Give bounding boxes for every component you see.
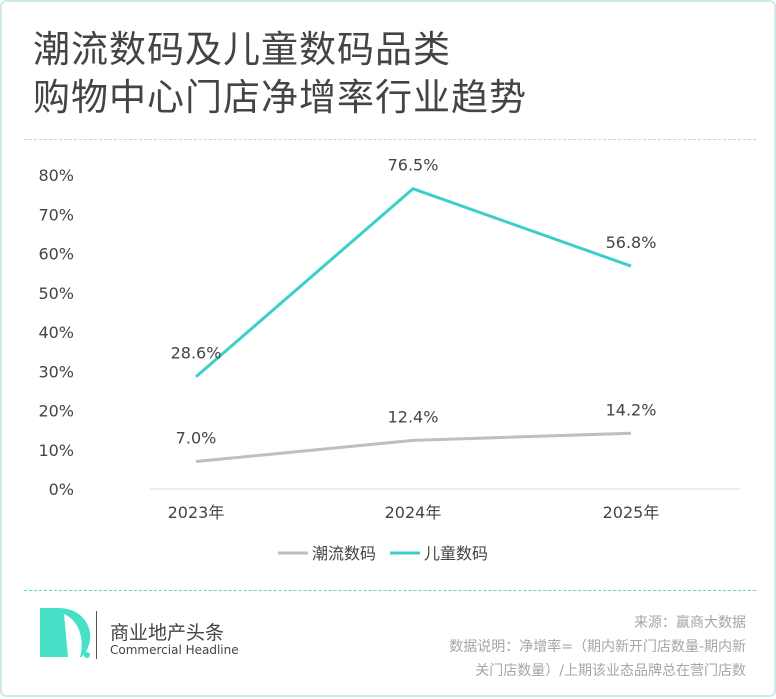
legend-label: 潮流数码 (312, 544, 376, 563)
divider (24, 139, 756, 140)
series-line-1 (195, 431, 632, 464)
x-tick-label: 2025年 (603, 503, 660, 522)
brand-logo (38, 608, 91, 658)
data-label: 12.4% (388, 407, 439, 426)
y-tick-label: 40% (38, 323, 74, 342)
y-tick-label: 60% (38, 245, 74, 264)
y-tick-label: 20% (38, 402, 74, 421)
legend-label: 儿童数码 (424, 544, 488, 563)
brand-divider (96, 611, 97, 659)
line-chart: 0% 10% 20% 30% 40% 50% 60% 70% 80% 2023年 2024年 2025… (38, 156, 740, 563)
note-line-2: 关门店数量）/上期该业态品牌总在营门店数 (475, 663, 746, 679)
footer-divider (24, 590, 756, 591)
note-line-1: 数据说明：净增率=（期内新开门店数量-期内新 (449, 639, 746, 655)
y-tick-label: 30% (38, 362, 74, 381)
brand-name: 商业地产头条 (110, 622, 225, 644)
data-label: 76.5% (388, 156, 439, 175)
x-tick-label: 2023年 (168, 503, 225, 522)
data-label: 56.8% (606, 233, 657, 252)
data-label: 7.0% (176, 429, 217, 448)
brand-english-name: Commercial Headline (110, 643, 239, 657)
y-tick-label: 10% (38, 441, 74, 460)
y-tick-label: 0% (49, 480, 74, 499)
title-line-2: 购物中心门店净增率行业趋势 (33, 76, 527, 119)
source-text: 来源：赢商大数据 (634, 615, 746, 631)
y-tick-label: 50% (38, 284, 74, 303)
title-line-1: 潮流数码及儿童数码品类 (33, 28, 451, 71)
series-line-2 (195, 187, 632, 378)
data-label: 14.2% (606, 400, 657, 419)
y-tick-label: 70% (38, 205, 74, 224)
x-tick-label: 2024年 (385, 503, 442, 522)
y-tick-label: 80% (38, 166, 74, 185)
data-label: 28.6% (171, 344, 222, 363)
chart-title: 潮流数码及儿童数码品类 购物中心门店净增率行业趋势 (33, 26, 527, 122)
